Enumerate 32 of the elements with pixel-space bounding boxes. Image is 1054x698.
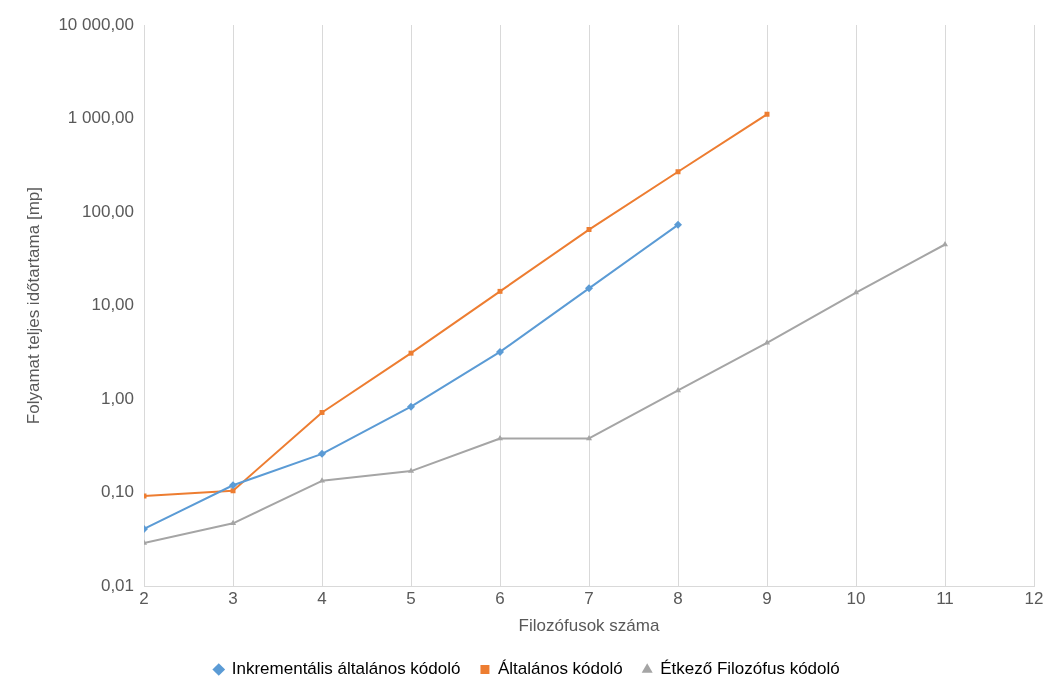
- y-tick-label: 10 000,00: [58, 14, 135, 34]
- y-tick-label: 0,01: [100, 575, 135, 595]
- legend-label: Általános kódoló: [497, 659, 623, 679]
- point: [496, 347, 505, 356]
- y-axis-title: Folyamat teljes időtartama [mp]: [23, 187, 43, 425]
- x-tick-label: 6: [495, 589, 505, 609]
- x-tick-label: 4: [317, 589, 327, 609]
- x-axis-title: Filozófusok száma: [518, 616, 660, 636]
- point: [230, 488, 236, 494]
- point: [674, 220, 683, 229]
- x-tick-label: 12: [1024, 589, 1044, 609]
- x-tick-label: 11: [936, 589, 954, 609]
- legend-label: Étkező Filozófus kódoló: [660, 659, 840, 679]
- x-tick-label: 2: [139, 589, 149, 609]
- x-tick-label: 8: [673, 589, 683, 609]
- x-tick-label: 5: [406, 589, 416, 609]
- x-tick-label: 9: [762, 589, 772, 609]
- x-tick-label: 10: [846, 589, 866, 609]
- y-tick-label: 100,00: [82, 201, 135, 221]
- legend-label: Inkrementális általános kódoló: [231, 659, 461, 679]
- point: [318, 449, 327, 458]
- y-tick-label: 0,10: [100, 482, 135, 502]
- y-tick-label: 1,00: [100, 388, 135, 408]
- point: [585, 284, 594, 293]
- point: [229, 481, 238, 490]
- point: [407, 402, 416, 411]
- x-tick-label: 7: [584, 589, 594, 609]
- point: [407, 467, 415, 473]
- point: [229, 519, 237, 526]
- y-tick-label: 1 000,00: [67, 108, 135, 128]
- y-tick-label: 10,00: [91, 295, 135, 315]
- x-tick-label: 3: [228, 589, 238, 609]
